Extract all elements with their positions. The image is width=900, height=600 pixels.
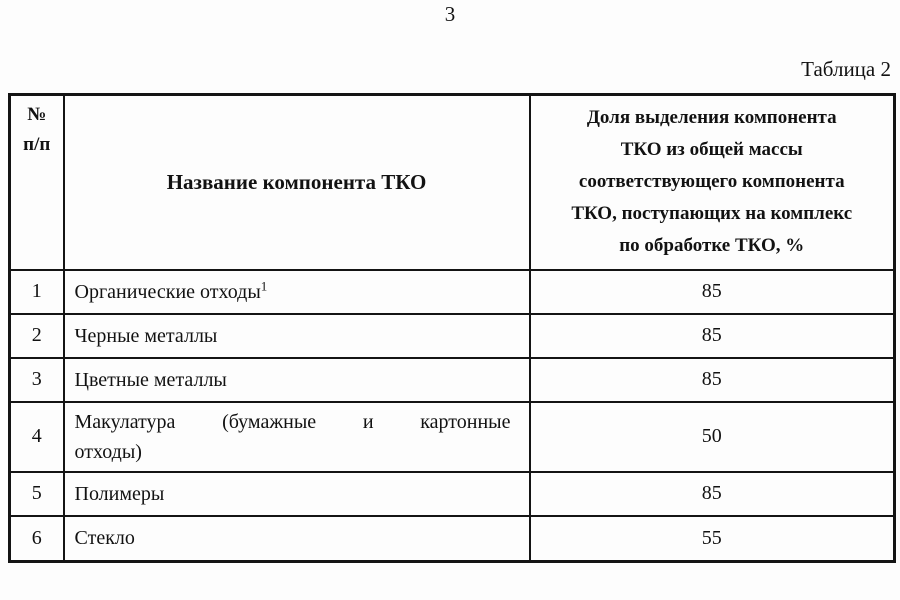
footnote-marker: 1	[260, 277, 268, 293]
header-extraction-share: Доля выделения компонента ТКО из общей м…	[528, 93, 896, 271]
row-number-cell: 3	[8, 356, 65, 403]
row-number-cell: 5	[8, 470, 65, 517]
table-row: 1 Органические отходы1 85	[8, 268, 896, 315]
header-component-name: Название компонента ТКО	[62, 93, 531, 271]
table-header-row: № п/п Название компонента ТКО Доля выдел…	[8, 93, 896, 271]
row-number-cell: 4	[8, 400, 65, 473]
table-row: 2 Черные металлы 85	[8, 312, 896, 359]
component-name-line1: Макулатура (бумажные и картонные	[74, 410, 511, 433]
tko-components-table: № п/п Название компонента ТКО Доля выдел…	[8, 93, 896, 563]
share-value-cell: 85	[528, 470, 896, 517]
component-name-cell: Макулатура (бумажные и картонные отходы)	[62, 400, 531, 473]
share-value-cell: 85	[528, 312, 896, 359]
share-value-cell: 85	[528, 268, 896, 315]
row-number-cell: 1	[8, 268, 65, 315]
table-row: 5 Полимеры 85	[8, 470, 896, 517]
component-name-cell: Черные металлы	[62, 312, 531, 359]
component-name-line2: отходы)	[74, 440, 142, 463]
page-number: 3	[444, 2, 456, 26]
table-row: 3 Цветные металлы 85	[8, 356, 896, 403]
share-value-cell: 50	[528, 400, 896, 473]
table-row: 6 Стекло 55	[8, 514, 896, 563]
header-row-number: № п/п	[8, 93, 65, 271]
row-number-cell: 2	[8, 312, 65, 359]
table-caption: Таблица 2	[801, 57, 891, 81]
component-name-cell: Органические отходы1	[62, 268, 531, 315]
component-name-cell: Цветные металлы	[62, 356, 531, 403]
component-name-cell: Полимеры	[62, 470, 531, 517]
row-number-cell: 6	[8, 514, 65, 563]
component-name-text: Органические отходы	[74, 280, 261, 303]
share-value-cell: 85	[528, 356, 896, 403]
share-value-cell: 55	[528, 514, 896, 563]
component-name-cell: Стекло	[62, 514, 531, 563]
table-row: 4 Макулатура (бумажные и картонные отход…	[8, 400, 896, 473]
